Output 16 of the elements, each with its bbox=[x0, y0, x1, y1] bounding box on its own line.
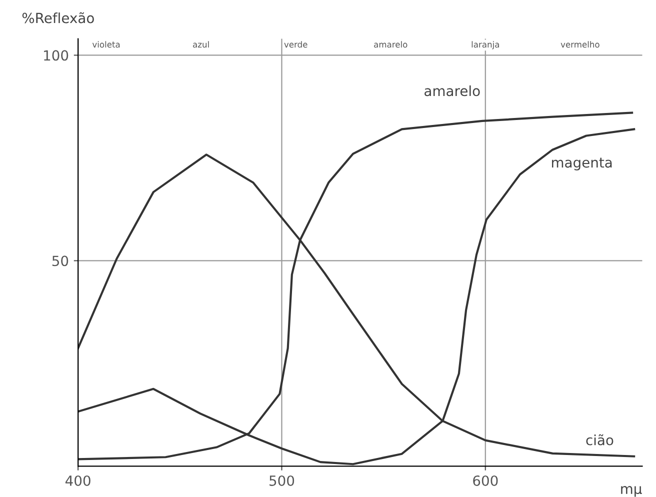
series-label: amarelo bbox=[424, 85, 480, 96]
annotation: violeta bbox=[92, 41, 120, 48]
annotation: verde bbox=[284, 41, 308, 48]
annotation: vermelho bbox=[560, 41, 600, 48]
annotation: azul bbox=[193, 41, 209, 48]
annotation: amarelo bbox=[374, 41, 408, 48]
y-axis-title: %Reflexão bbox=[22, 12, 94, 24]
series-label: magenta bbox=[552, 158, 612, 170]
x-axis-title: mμ bbox=[621, 486, 642, 497]
x-tick-label: 600 bbox=[473, 475, 498, 486]
annotation: laranja bbox=[472, 41, 499, 50]
series-label: cião bbox=[586, 434, 614, 446]
x-tick-label: 400 bbox=[65, 475, 90, 486]
y-tick-label: 50 bbox=[52, 256, 68, 266]
x-tick-label: 500 bbox=[270, 475, 294, 486]
y-tick-label: 100 bbox=[44, 50, 68, 61]
